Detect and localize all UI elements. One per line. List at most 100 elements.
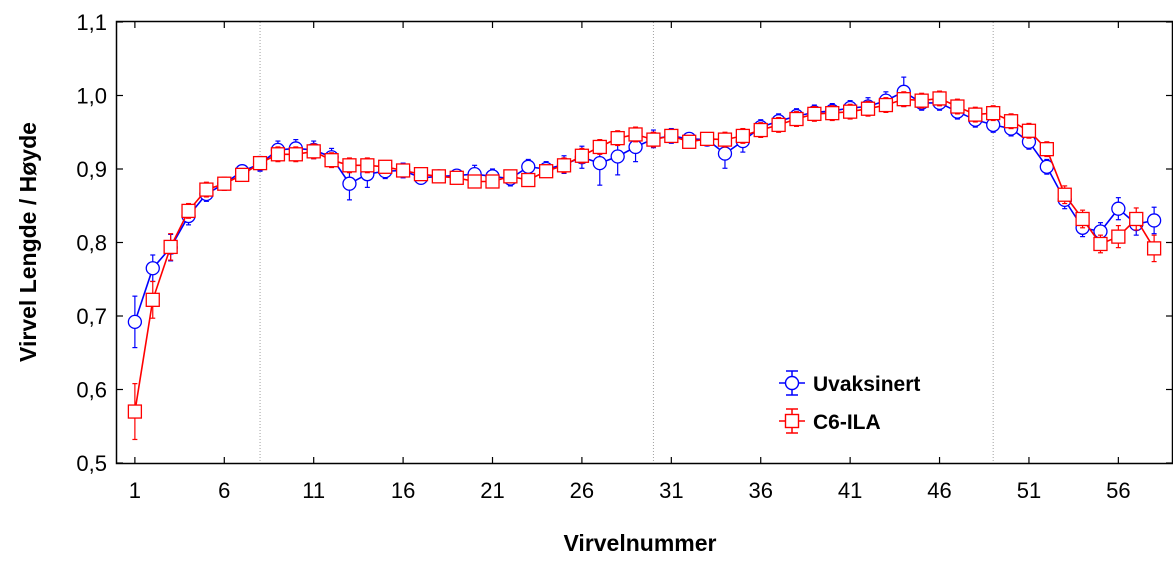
legend-marker-c6-ila <box>784 413 800 429</box>
data-point <box>932 91 947 106</box>
x-tick-label: 1 <box>129 478 141 503</box>
y-tick-label: 0,6 <box>76 378 107 403</box>
data-point <box>1111 229 1126 244</box>
x-tick-label: 56 <box>1106 478 1130 503</box>
data-point <box>807 106 822 122</box>
data-point <box>753 122 768 138</box>
data-point <box>1093 236 1108 252</box>
data-point <box>574 148 590 163</box>
y-tick-label: 0,7 <box>76 304 107 329</box>
data-point <box>699 131 715 147</box>
data-point <box>950 99 965 114</box>
y-axis-title: Virvel Lengde / Høyde <box>15 122 41 362</box>
data-point <box>127 404 143 419</box>
data-point <box>342 176 357 191</box>
data-point <box>592 139 607 155</box>
data-point <box>360 158 375 173</box>
series-c6-ila <box>127 90 1162 441</box>
data-point <box>789 111 804 127</box>
data-point <box>1146 241 1162 256</box>
series-layer <box>127 76 1162 441</box>
data-point <box>503 169 518 184</box>
y-axis-ticks: 0,5 0,6 0,7 0,8 0,9 1,0 1,1 <box>76 10 1172 476</box>
x-tick-label: 11 <box>302 478 325 503</box>
data-point <box>592 155 607 171</box>
data-point <box>252 155 268 171</box>
data-point <box>664 128 679 144</box>
data-point <box>431 169 447 184</box>
x-tick-label: 6 <box>218 478 230 503</box>
data-point <box>324 153 339 168</box>
data-point <box>1146 213 1162 228</box>
data-point <box>217 176 232 191</box>
y-tick-label: 0,5 <box>76 451 107 476</box>
data-point <box>914 93 929 108</box>
y-tick-label: 0,9 <box>76 157 107 182</box>
data-point <box>378 159 393 174</box>
data-point <box>145 261 160 276</box>
x-axis-title: Virvelnummer <box>564 530 717 556</box>
data-point <box>521 159 536 174</box>
data-point <box>986 105 1001 121</box>
data-point <box>825 105 840 121</box>
data-point <box>449 170 464 185</box>
data-point <box>771 117 786 133</box>
y-tick-label: 0,8 <box>76 231 107 256</box>
data-point <box>717 146 733 161</box>
x-tick-label: 26 <box>570 478 594 503</box>
x-tick-label: 51 <box>1017 478 1041 503</box>
legend-marker-uvaksinert <box>784 375 800 391</box>
x-tick-label: 36 <box>748 478 772 503</box>
legend-label-uvaksinert: Uvaksinert <box>813 373 920 396</box>
series-line-c6-ila <box>134 97 1155 412</box>
data-point <box>1075 211 1090 227</box>
x-tick-label: 41 <box>838 478 862 503</box>
data-point <box>735 128 750 144</box>
data-point <box>1129 211 1144 227</box>
data-point <box>288 147 303 162</box>
data-point <box>717 132 733 147</box>
data-point <box>646 132 661 147</box>
data-point <box>610 149 625 164</box>
data-point <box>539 164 554 179</box>
data-point <box>1039 142 1054 157</box>
data-point <box>556 158 572 173</box>
data-point <box>163 239 178 255</box>
data-point <box>682 134 697 149</box>
data-point <box>235 167 250 183</box>
data-point <box>1021 123 1037 138</box>
data-point <box>1057 187 1072 202</box>
data-point <box>181 203 196 219</box>
x-tick-label: 46 <box>927 478 951 503</box>
legend-label-c6-ila: C6-ILA <box>813 411 881 434</box>
data-point <box>1111 201 1126 216</box>
data-point <box>199 182 214 197</box>
legend-item-c6-ila: C6-ILA <box>779 408 881 434</box>
series-line-uvaksinert <box>134 90 1155 323</box>
data-point <box>860 101 876 116</box>
x-tick-label: 16 <box>391 478 415 503</box>
data-point <box>628 127 643 142</box>
legend: Uvaksinert C6-ILA <box>779 370 920 434</box>
data-point <box>270 147 286 162</box>
data-point <box>842 104 858 119</box>
data-point <box>145 292 160 307</box>
data-point <box>127 314 143 330</box>
data-point <box>1003 114 1019 129</box>
data-point <box>878 97 894 113</box>
y-tick-label: 1,1 <box>76 10 107 35</box>
data-point <box>413 166 429 182</box>
vertical-reference-lines <box>259 22 994 463</box>
data-point <box>968 107 983 122</box>
plot-frame <box>115 20 1173 465</box>
x-tick-label: 31 <box>659 478 683 503</box>
x-tick-label: 21 <box>480 478 504 503</box>
data-point <box>306 144 321 159</box>
data-point <box>610 130 625 146</box>
data-point <box>467 174 482 189</box>
data-point <box>395 163 411 178</box>
data-point <box>521 172 536 188</box>
legend-item-uvaksinert: Uvaksinert <box>779 370 920 396</box>
